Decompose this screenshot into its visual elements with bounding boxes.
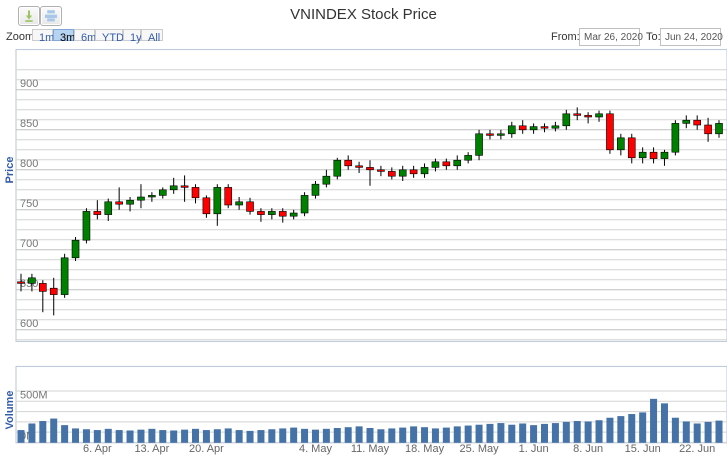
svg-text:500M: 500M	[20, 389, 48, 401]
svg-text:13. Apr: 13. Apr	[134, 443, 169, 455]
svg-text:4. May: 4. May	[299, 443, 333, 455]
svg-text:800: 800	[20, 158, 38, 170]
svg-text:600: 600	[20, 318, 38, 330]
svg-text:1. Jun: 1. Jun	[519, 443, 549, 455]
svg-text:11. May: 11. May	[351, 443, 390, 455]
svg-text:750: 750	[20, 198, 38, 210]
svg-text:6. Apr: 6. Apr	[83, 443, 112, 455]
svg-text:22. Jun: 22. Jun	[679, 443, 715, 455]
svg-text:700: 700	[20, 238, 38, 250]
svg-text:20. Apr: 20. Apr	[189, 443, 224, 455]
svg-text:25. May: 25. May	[459, 443, 499, 455]
svg-text:8. Jun: 8. Jun	[573, 443, 603, 455]
svg-text:850: 850	[20, 118, 38, 130]
svg-text:900: 900	[20, 78, 38, 90]
svg-text:18. May: 18. May	[405, 443, 445, 455]
svg-text:15. Jun: 15. Jun	[625, 443, 661, 455]
